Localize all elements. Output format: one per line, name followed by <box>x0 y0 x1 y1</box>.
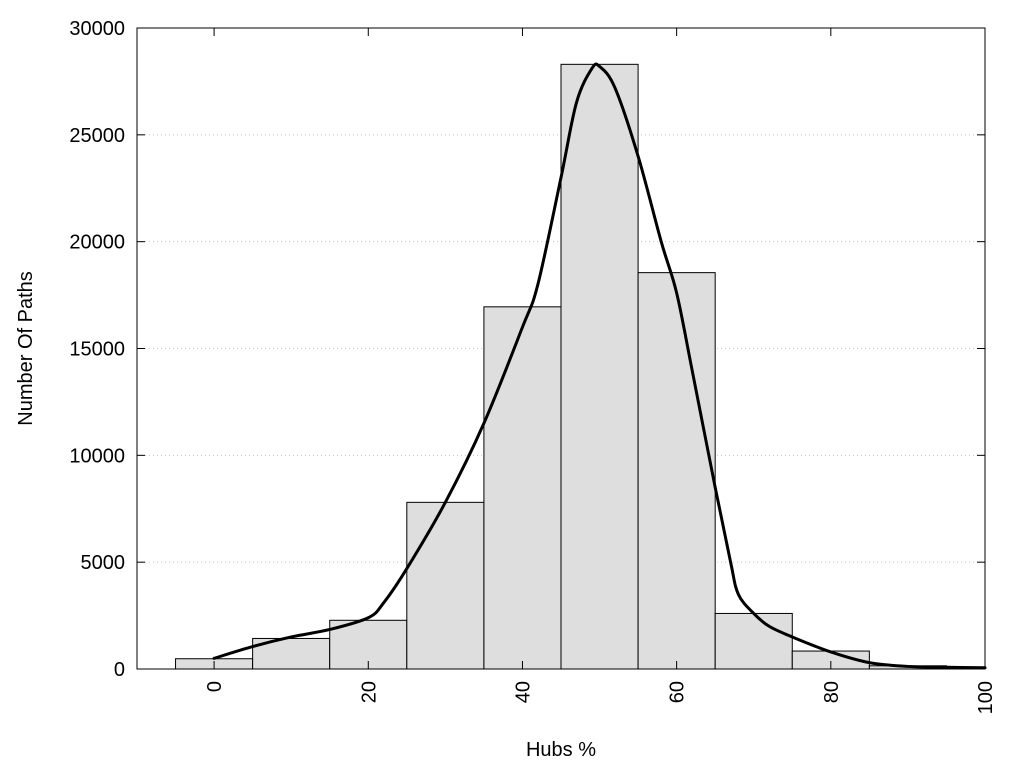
y-tick-label: 15000 <box>69 339 125 361</box>
y-axis-label: Number Of Paths <box>15 271 37 426</box>
x-axis-ticks: 0 20 40 60 80 100 <box>204 28 997 714</box>
x-axis-label: Hubs % <box>526 739 596 761</box>
y-tick-label: 5000 <box>81 552 126 574</box>
histogram-bar <box>560 63 639 670</box>
y-tick-label: 30000 <box>69 18 125 40</box>
y-tick-label: 0 <box>114 659 125 681</box>
x-tick-label: 80 <box>821 681 843 703</box>
y-tick-label: 25000 <box>69 125 125 147</box>
x-tick-label: 60 <box>667 681 689 703</box>
x-tick-label: 20 <box>358 681 380 703</box>
y-axis-ticks: 0 5000 10000 15000 20000 25000 30000 <box>69 18 985 681</box>
density-curve <box>212 62 987 670</box>
density-curve-line <box>212 62 987 670</box>
histogram-bars <box>175 63 986 670</box>
histogram-bar <box>714 612 793 670</box>
y-tick-label: 10000 <box>69 445 125 467</box>
y-tick-label: 20000 <box>69 232 125 254</box>
histogram-bar <box>483 306 562 670</box>
x-tick-label: 100 <box>975 681 997 714</box>
x-tick-label: 0 <box>204 681 226 692</box>
x-tick-label: 40 <box>512 681 534 703</box>
histogram-bar <box>406 501 485 670</box>
histogram-bar <box>637 272 716 670</box>
